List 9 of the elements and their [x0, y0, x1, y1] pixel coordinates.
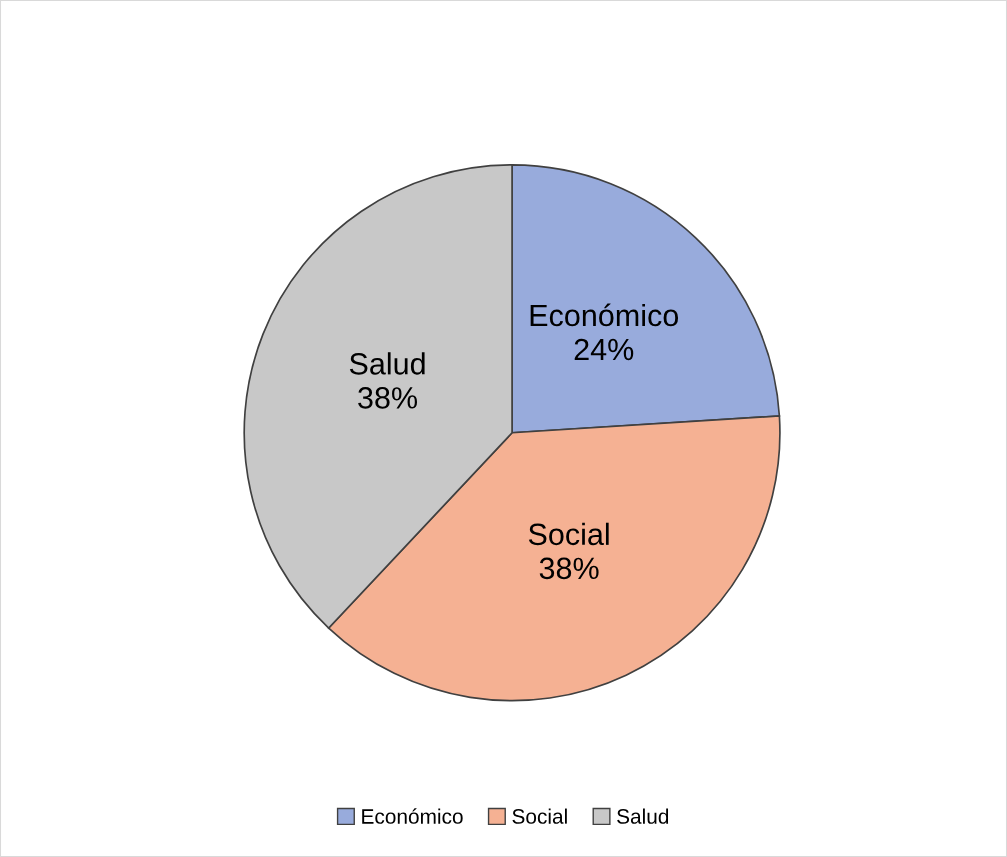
data-label: 24% — [574, 338, 634, 361]
slice-label: Salud — [349, 352, 425, 375]
data-label: 38% — [358, 387, 418, 409]
legend-label: Salud — [617, 808, 669, 824]
slice-label: Social — [528, 522, 609, 546]
slice-label: Económico — [530, 303, 679, 327]
legend-label: Social — [512, 808, 567, 824]
legend-label: Económico — [362, 808, 463, 824]
data-label: 38% — [539, 557, 599, 580]
